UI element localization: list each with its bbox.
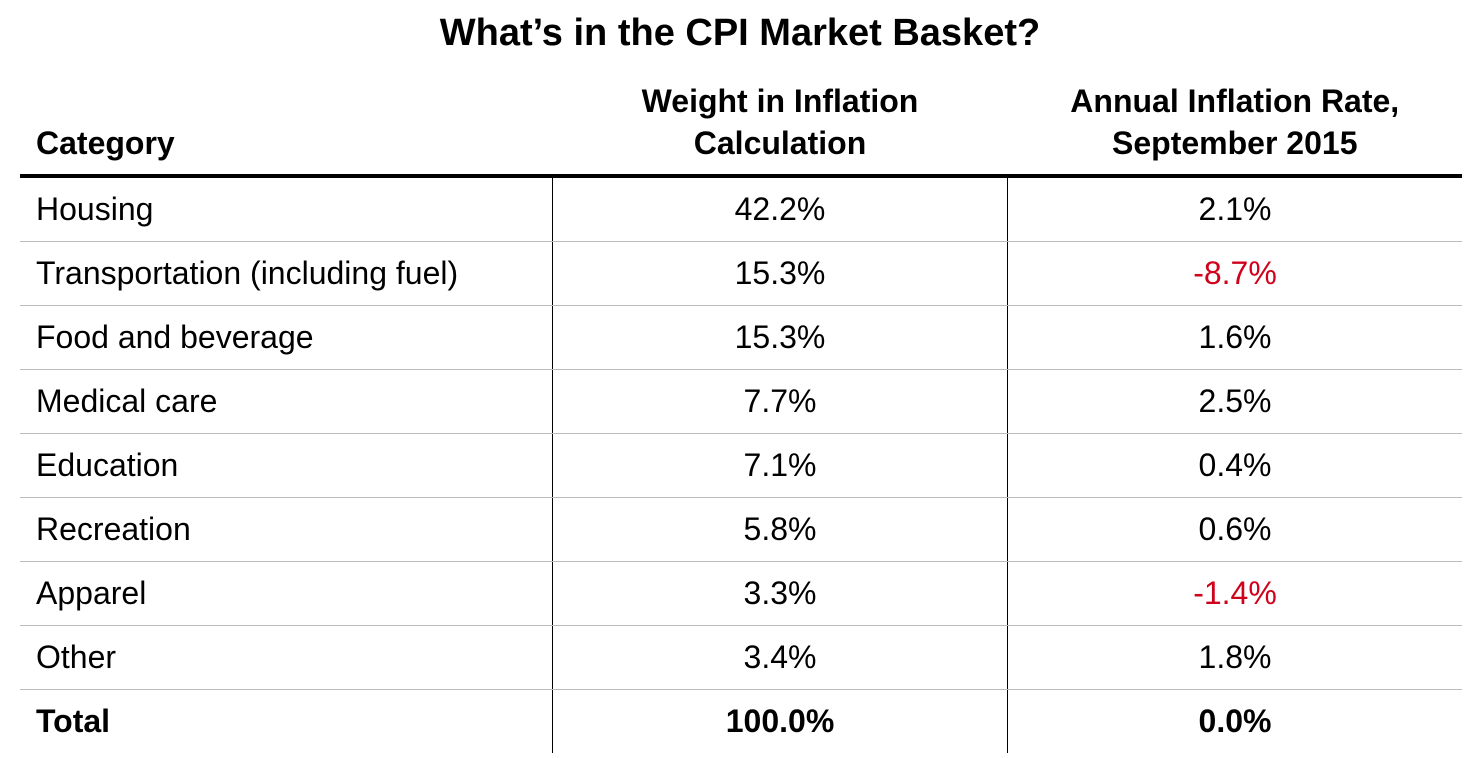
table-row: Total 100.0% 0.0% — [20, 689, 1462, 753]
header-row: Category Weight in Inflation Calculation A… — [20, 80, 1462, 178]
table-cell: 0.6% — [1007, 497, 1462, 562]
table-cell: Medical care — [20, 369, 553, 434]
table-row: Housing 42.2% 2.1% — [20, 176, 1462, 242]
table-row: Recreation 5.8% 0.6% — [20, 497, 1462, 562]
table-cell: 0.4% — [1007, 433, 1462, 498]
table-cell: Other — [20, 625, 553, 690]
table-cell: Food and beverage — [20, 305, 553, 370]
table-cell: Apparel — [20, 561, 553, 626]
table-cell: Total — [36, 703, 111, 739]
table-cell: 5.8% — [552, 497, 1008, 562]
table-cell: 1.6% — [1007, 305, 1462, 370]
table-cell: 7.1% — [552, 433, 1008, 498]
table-row: Education 7.1% 0.4% — [20, 433, 1462, 498]
table-cell: Recreation — [20, 497, 553, 562]
table-cell: 15.3% — [552, 305, 1008, 370]
table-cell: 2.1% — [1007, 176, 1462, 242]
header-text: Category — [36, 125, 175, 161]
table-cell: -1.4% — [1007, 561, 1462, 626]
header-cell: Category — [20, 80, 553, 178]
table-cell: Housing — [20, 176, 553, 242]
header-text: Annual Inflation Rate, September 2015 — [1070, 83, 1400, 161]
table-row: Apparel 3.3% -1.4% — [20, 561, 1462, 626]
table-cell: 1.8% — [1007, 625, 1462, 690]
table-cell: 0.0% — [1007, 689, 1462, 753]
table-cell: 15.3% — [552, 241, 1008, 306]
table-cell: 3.4% — [552, 625, 1008, 690]
table-cell: 100.0% — [552, 689, 1008, 753]
title: What’s in the CPI Market Basket? — [439, 12, 1041, 54]
cpi-table: Category Weight in Inflation Calculation A… — [20, 80, 1462, 753]
table-row: Medical care 7.7% 2.5% — [20, 369, 1462, 434]
table-cell: 42.2% — [552, 176, 1008, 242]
header-text: Weight in Inflation Calculation — [641, 83, 919, 161]
header-cell: Weight in Inflation Calculation — [552, 80, 1008, 178]
table-row: Other 3.4% 1.8% — [20, 625, 1462, 690]
table-cell: Education — [20, 433, 553, 498]
table-cell: Transportation (including fuel) — [20, 241, 553, 306]
table-cell: 2.5% — [1007, 369, 1462, 434]
table-cell: 7.7% — [552, 369, 1008, 434]
header-cell: Annual Inflation Rate, September 2015 — [1007, 80, 1462, 178]
table-cell: 3.3% — [552, 561, 1008, 626]
table-cell: -8.7% — [1007, 241, 1462, 306]
table-row: Transportation (including fuel) 15.3% -8.7… — [20, 241, 1462, 306]
table-row: Food and beverage 15.3% 1.6% — [20, 305, 1462, 370]
table-body: Housing 42.2% 2.1% Transportation (includin… — [20, 176, 1462, 753]
